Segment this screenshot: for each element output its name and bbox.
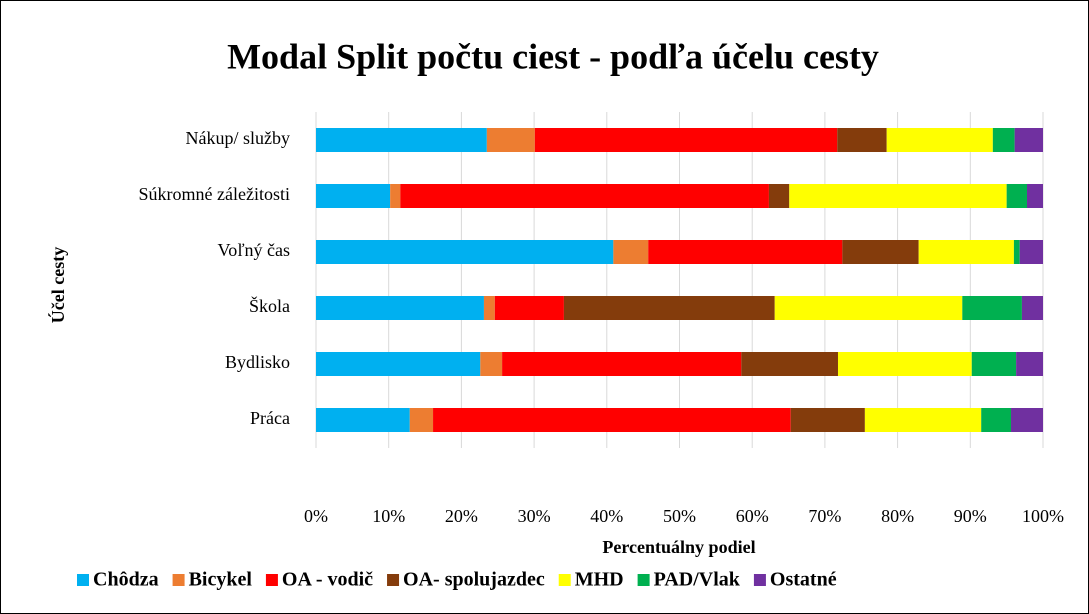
bar-segment xyxy=(316,408,410,432)
x-tick-label: 30% xyxy=(518,506,551,526)
bar-segment xyxy=(1014,128,1043,152)
x-tick-label: 60% xyxy=(736,506,769,526)
legend-label: OA- spolujazdec xyxy=(403,569,545,591)
bar-segment xyxy=(613,240,649,264)
bar-segment xyxy=(494,296,564,320)
bar-segment xyxy=(648,240,843,264)
bar-segment xyxy=(390,184,401,208)
bar-segment xyxy=(316,352,481,376)
bar-segment xyxy=(316,128,487,152)
bar-segment xyxy=(1013,240,1020,264)
bar-segment xyxy=(534,128,838,152)
bar-segment xyxy=(1011,408,1043,432)
legend-label: PAD/Vlak xyxy=(654,569,741,591)
x-axis-title: Percentuálny podiel xyxy=(602,537,755,557)
bar-segment xyxy=(316,184,391,208)
legend-label: Ostatné xyxy=(770,569,837,591)
legend-swatch xyxy=(387,574,400,586)
legend-label: MHD xyxy=(575,569,624,591)
legend-swatch xyxy=(637,574,650,586)
y-tick-label: Nákup/ služby xyxy=(186,128,290,148)
bar-segment xyxy=(837,128,887,152)
bar-segment xyxy=(563,296,775,320)
bar-segment xyxy=(918,240,1014,264)
bar-segment xyxy=(502,352,742,376)
bar-segment xyxy=(741,352,838,376)
bar-segment xyxy=(842,240,919,264)
bar-segment xyxy=(992,128,1015,152)
x-tick-label: 20% xyxy=(445,506,478,526)
bar-segment xyxy=(962,296,1022,320)
x-tick-label: 0% xyxy=(304,506,328,526)
bar-segment xyxy=(409,408,434,432)
bar-segment xyxy=(1021,296,1043,320)
y-axis-title: Účel cesty xyxy=(47,247,68,323)
legend-label: Bicykel xyxy=(189,569,253,591)
legend-label: OA - vodič xyxy=(282,569,373,591)
bar-segment xyxy=(400,184,769,208)
y-tick-label: Práca xyxy=(250,408,290,428)
bar-segment xyxy=(486,128,535,152)
y-tick-label: Bydlisko xyxy=(225,352,290,372)
bar-segment xyxy=(483,296,495,320)
bar-segment xyxy=(768,184,790,208)
bar-segment xyxy=(316,240,614,264)
bar-segment xyxy=(790,408,865,432)
bar-segment xyxy=(316,296,484,320)
bar-segment xyxy=(837,352,972,376)
bar-segment xyxy=(1019,240,1043,264)
y-tick-label: Škola xyxy=(249,295,290,316)
x-tick-label: 80% xyxy=(881,506,914,526)
bar-segment xyxy=(971,352,1017,376)
bar-segment xyxy=(981,408,1012,432)
x-tick-label: 40% xyxy=(590,506,623,526)
bar-segment xyxy=(886,128,993,152)
y-tick-label: Súkromné záležitosti xyxy=(139,184,290,204)
legend-label: Chôdza xyxy=(93,569,159,591)
y-tick-label: Voľný čas xyxy=(218,240,290,260)
bar-segment xyxy=(1027,184,1043,208)
bar-segment xyxy=(864,408,982,432)
x-tick-label: 10% xyxy=(372,506,405,526)
legend-swatch xyxy=(753,574,766,586)
bar-segment xyxy=(480,352,503,376)
legend-swatch xyxy=(558,574,571,586)
bar-segment xyxy=(1006,184,1028,208)
bar-segment xyxy=(1016,352,1043,376)
legend-swatch xyxy=(77,574,89,586)
x-tick-label: 50% xyxy=(663,506,696,526)
bar-segment xyxy=(789,184,1007,208)
bar-segment xyxy=(433,408,791,432)
x-tick-label: 70% xyxy=(808,506,841,526)
bar-segment xyxy=(774,296,963,320)
legend-swatch xyxy=(172,574,185,586)
legend-swatch xyxy=(265,574,278,586)
x-tick-label: 100% xyxy=(1022,506,1064,526)
chart-title: Modal Split počtu ciest - podľa účelu ce… xyxy=(227,36,879,76)
x-tick-label: 90% xyxy=(954,506,987,526)
